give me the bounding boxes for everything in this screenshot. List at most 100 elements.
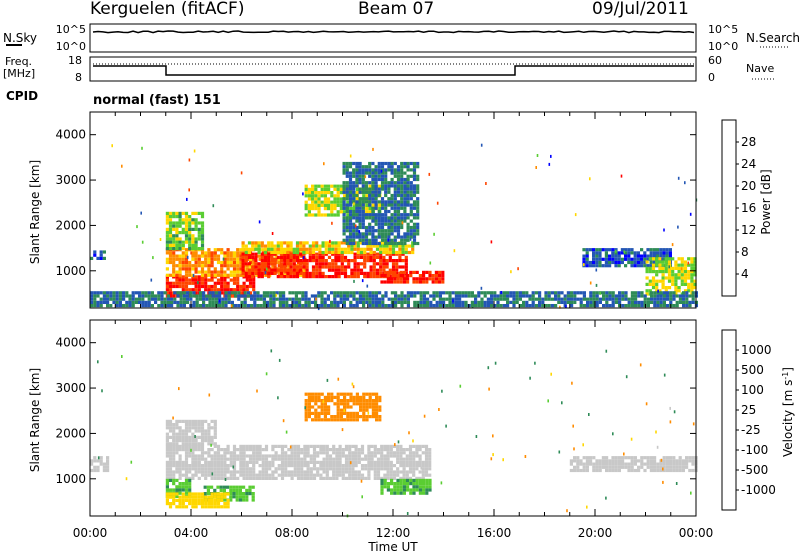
data-cell bbox=[251, 492, 255, 496]
data-cell bbox=[181, 251, 185, 255]
data-cell bbox=[165, 419, 169, 423]
data-cell bbox=[261, 460, 265, 464]
data-cell bbox=[229, 251, 233, 255]
data-cell bbox=[390, 184, 394, 188]
data-cell bbox=[341, 448, 345, 452]
data-cell bbox=[339, 411, 343, 415]
data-cell bbox=[403, 200, 407, 204]
data-cell bbox=[345, 241, 349, 246]
data-cell bbox=[300, 464, 304, 468]
data-cell bbox=[179, 304, 183, 308]
data-cell bbox=[223, 254, 227, 258]
data-cell bbox=[138, 300, 142, 304]
data-cell bbox=[275, 297, 279, 301]
data-cell bbox=[336, 294, 340, 298]
data-cell bbox=[333, 203, 337, 207]
data-cell bbox=[320, 411, 324, 415]
data-cell bbox=[390, 280, 394, 284]
data-cell bbox=[678, 300, 682, 304]
data-cell bbox=[178, 270, 182, 274]
data-cell bbox=[355, 177, 359, 182]
data-cell bbox=[320, 392, 324, 396]
data-cell bbox=[380, 464, 384, 468]
data-cell bbox=[264, 473, 269, 477]
data-cell bbox=[242, 467, 246, 471]
data-cell bbox=[525, 300, 529, 304]
data-cell bbox=[656, 445, 659, 449]
data-cell bbox=[352, 213, 356, 217]
data-cell bbox=[286, 259, 290, 263]
data-cell bbox=[194, 442, 198, 446]
data-cell bbox=[282, 304, 286, 308]
data-cell bbox=[680, 267, 683, 271]
data-cell bbox=[345, 197, 349, 201]
data-cell bbox=[264, 271, 267, 275]
data-cell bbox=[576, 459, 580, 463]
data-cell bbox=[671, 257, 675, 261]
data-cell bbox=[165, 442, 169, 446]
data-cell bbox=[393, 270, 397, 274]
data-cell bbox=[409, 213, 413, 217]
data-cell bbox=[125, 304, 129, 308]
data-cell bbox=[213, 454, 217, 458]
data-cell bbox=[614, 260, 618, 265]
data-cell bbox=[223, 502, 227, 506]
data-cell bbox=[213, 419, 217, 423]
data-cell bbox=[165, 227, 169, 231]
data-cell bbox=[683, 266, 688, 270]
data-cell bbox=[377, 241, 381, 246]
data-cell bbox=[579, 304, 583, 308]
data-cell bbox=[385, 262, 389, 266]
data-cell bbox=[284, 473, 288, 477]
data-cell bbox=[667, 279, 672, 283]
data-cell bbox=[172, 423, 176, 427]
data-cell bbox=[621, 304, 625, 308]
data-cell bbox=[210, 257, 214, 261]
data-cell bbox=[461, 294, 465, 298]
data-cell bbox=[643, 300, 647, 304]
data-cell bbox=[637, 291, 641, 295]
cpid-label: CPID bbox=[6, 89, 38, 103]
data-cell bbox=[395, 250, 399, 255]
data-cell bbox=[374, 193, 378, 198]
data-cell bbox=[662, 480, 664, 484]
data-cell bbox=[664, 260, 668, 264]
data-cell bbox=[216, 254, 221, 258]
data-cell bbox=[226, 485, 230, 489]
data-cell bbox=[325, 460, 329, 464]
data-cell bbox=[662, 257, 666, 261]
data-cell bbox=[675, 294, 679, 298]
data-cell bbox=[512, 300, 516, 304]
data-cell bbox=[621, 456, 625, 460]
data-cell bbox=[218, 294, 222, 298]
data-cell bbox=[348, 190, 353, 194]
data-cell bbox=[356, 252, 360, 256]
data-cell bbox=[377, 235, 381, 239]
data-cell bbox=[374, 222, 378, 226]
data-cell bbox=[361, 235, 365, 239]
data-cell bbox=[400, 190, 404, 194]
data-cell bbox=[406, 274, 410, 278]
data-cell bbox=[232, 465, 235, 469]
data-cell bbox=[165, 464, 169, 468]
data-cell bbox=[364, 197, 369, 201]
data-cell bbox=[322, 457, 326, 461]
data-cell bbox=[272, 304, 276, 308]
data-cell bbox=[342, 206, 346, 210]
data-cell bbox=[651, 266, 656, 270]
data-cell bbox=[376, 464, 381, 468]
data-cell bbox=[202, 300, 206, 304]
data-cell bbox=[160, 300, 164, 304]
data-cell bbox=[252, 281, 256, 285]
data-cell bbox=[428, 448, 432, 452]
data-cell bbox=[474, 300, 478, 304]
data-cell bbox=[223, 467, 227, 471]
data-cell bbox=[404, 262, 408, 266]
data-cell bbox=[614, 251, 618, 255]
data-cell bbox=[390, 478, 394, 482]
data-cell bbox=[218, 291, 222, 295]
data-cell bbox=[595, 251, 599, 255]
data-cell bbox=[354, 460, 358, 464]
data-cell bbox=[351, 470, 355, 474]
data-cell bbox=[355, 291, 359, 295]
